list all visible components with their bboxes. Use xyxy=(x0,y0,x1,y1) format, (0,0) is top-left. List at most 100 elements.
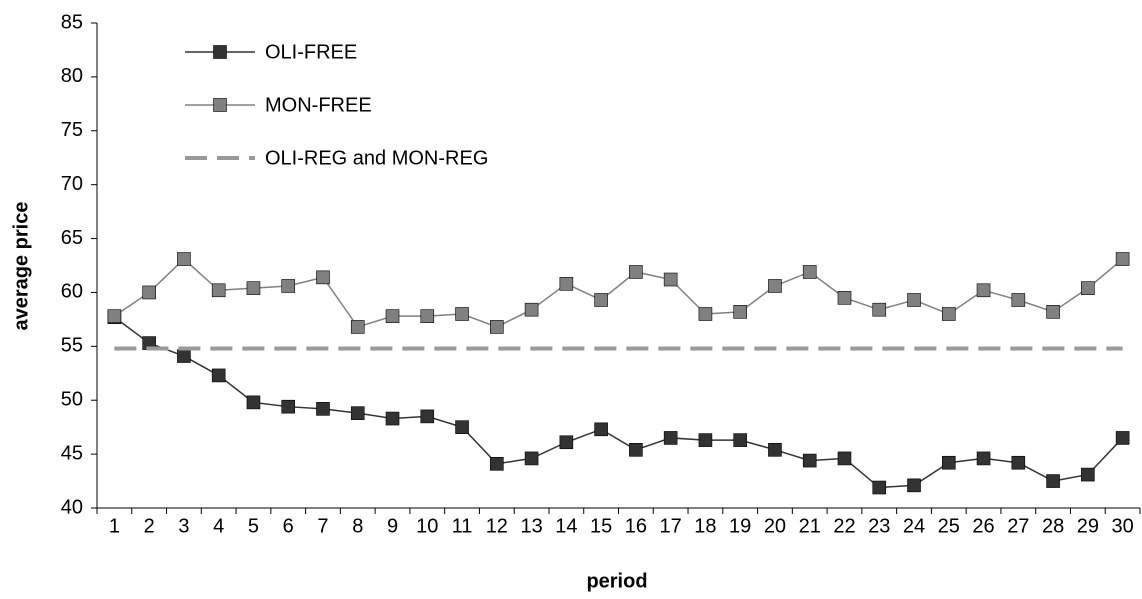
series-marker xyxy=(490,320,504,334)
x-tick-label: 14 xyxy=(555,515,577,537)
series-marker xyxy=(524,451,539,466)
series-marker xyxy=(1046,474,1060,488)
series-marker xyxy=(559,435,574,450)
series-marker xyxy=(246,395,261,410)
x-tick-label: 21 xyxy=(799,515,821,537)
series-marker xyxy=(907,478,921,493)
series-marker xyxy=(350,406,365,420)
series-marker xyxy=(316,402,330,416)
x-tick-label: 22 xyxy=(833,515,855,537)
series-marker xyxy=(976,451,991,466)
y-axis-title: average price xyxy=(10,202,32,331)
series-marker xyxy=(733,433,747,447)
series-marker xyxy=(177,349,191,363)
x-tick-label: 1 xyxy=(109,515,120,537)
legend-label: OLI-FREE xyxy=(265,41,357,63)
series-marker xyxy=(629,265,643,279)
series-marker xyxy=(350,320,365,334)
y-tick-label: 80 xyxy=(61,65,83,87)
x-tick-label: 15 xyxy=(590,515,612,537)
y-tick-label: 65 xyxy=(61,227,83,249)
series-marker xyxy=(907,293,921,307)
series-marker xyxy=(559,277,574,291)
series-marker xyxy=(872,480,887,495)
x-tick-label: 10 xyxy=(416,515,438,537)
series-marker xyxy=(768,442,782,457)
x-tick-label: 26 xyxy=(972,515,994,537)
x-tick-label: 5 xyxy=(248,515,259,537)
x-tick-label: 20 xyxy=(764,515,786,537)
series-marker xyxy=(385,411,400,426)
series-marker xyxy=(1081,281,1095,295)
series-marker xyxy=(1115,431,1130,445)
y-tick-label: 60 xyxy=(61,281,83,303)
x-tick-label: 29 xyxy=(1077,515,1099,537)
x-tick-label: 8 xyxy=(352,515,363,537)
series-marker xyxy=(281,279,296,293)
series-marker xyxy=(281,399,296,414)
x-tick-label: 9 xyxy=(387,515,398,537)
series-marker xyxy=(768,279,782,293)
series-line xyxy=(113,316,1124,489)
x-tick-label: 16 xyxy=(625,515,647,537)
series-marker xyxy=(524,302,539,317)
x-tick-label: 12 xyxy=(486,515,508,537)
series-marker xyxy=(385,309,400,323)
series-marker xyxy=(663,431,678,445)
series-marker xyxy=(107,309,122,323)
legend-label: MON-FREE xyxy=(265,94,372,116)
series-marker xyxy=(420,409,435,424)
x-tick-label: 25 xyxy=(938,515,960,537)
y-tick-label: 70 xyxy=(61,173,83,195)
series-marker xyxy=(872,302,887,317)
x-tick-label: 30 xyxy=(1111,515,1133,537)
series-marker xyxy=(802,265,817,279)
series-marker xyxy=(246,281,261,295)
series-marker xyxy=(455,420,469,434)
x-tick-label: 28 xyxy=(1042,515,1064,537)
series-marker xyxy=(837,451,852,466)
series-marker xyxy=(663,272,678,287)
series-line xyxy=(113,258,1124,328)
series-marker xyxy=(698,433,713,447)
y-tick-label: 75 xyxy=(61,119,83,141)
series-marker xyxy=(802,453,817,468)
x-tick-label: 3 xyxy=(178,515,189,537)
series-marker xyxy=(211,368,226,383)
series-marker xyxy=(211,283,226,298)
x-tick-label: 11 xyxy=(452,515,473,537)
x-tick-label: 2 xyxy=(144,515,155,537)
series-marker xyxy=(837,291,852,305)
legend-marker xyxy=(213,45,227,59)
y-tick-label: 50 xyxy=(61,389,83,411)
series-marker xyxy=(629,442,643,457)
series-marker xyxy=(594,293,608,307)
y-tick-label: 45 xyxy=(61,442,83,464)
series-marker xyxy=(1115,252,1130,266)
x-tick-label: 24 xyxy=(903,515,925,537)
series-marker xyxy=(455,307,469,321)
x-axis-title: period xyxy=(586,570,647,592)
y-tick-label: 40 xyxy=(61,496,83,518)
series-marker xyxy=(177,252,191,266)
series-marker xyxy=(316,270,330,285)
series-marker xyxy=(941,307,956,321)
x-tick-label: 18 xyxy=(694,515,716,537)
x-tick-label: 6 xyxy=(283,515,294,537)
x-tick-label: 17 xyxy=(660,515,682,537)
series-marker xyxy=(420,309,435,323)
series-marker xyxy=(941,455,956,470)
x-tick-label: 27 xyxy=(1007,515,1029,537)
series-marker xyxy=(1011,293,1026,307)
series-marker xyxy=(142,285,156,300)
series-marker xyxy=(1011,455,1026,470)
x-tick-label: 4 xyxy=(213,515,224,537)
series-marker xyxy=(733,305,747,319)
legend-label: OLI-REG and MON-REG xyxy=(265,147,488,169)
series-marker xyxy=(1046,305,1060,319)
series-marker xyxy=(976,283,991,298)
legend-marker xyxy=(213,98,227,112)
x-tick-label: 13 xyxy=(520,515,542,537)
x-tick-label: 23 xyxy=(868,515,890,537)
series-marker xyxy=(1081,467,1095,482)
